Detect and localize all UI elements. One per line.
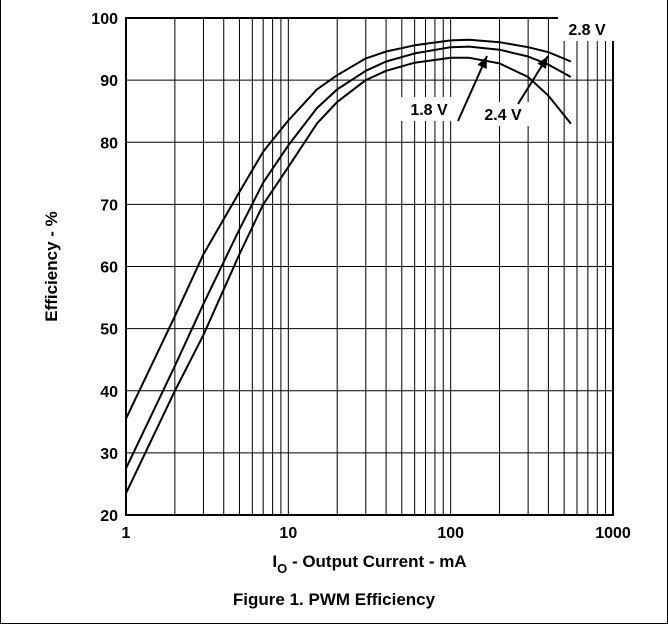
y-tick-label: 50 <box>100 322 118 339</box>
series-label-bg <box>558 17 616 41</box>
x-tick-label: 100 <box>437 525 464 542</box>
annotation-arrowhead <box>537 56 548 69</box>
annotation-arrowhead <box>477 56 487 69</box>
series-line <box>125 56 572 494</box>
x-axis-title: IO - Output Current - mA <box>272 552 466 576</box>
y-tick-label: 30 <box>100 446 118 463</box>
y-tick-label: 80 <box>100 135 118 152</box>
series-label-bg <box>474 102 532 126</box>
y-tick-label: 40 <box>100 384 118 401</box>
y-tick-label: 90 <box>100 73 118 90</box>
x-tick-label: 10 <box>279 525 297 542</box>
x-tick-label: 1000 <box>595 525 631 542</box>
series-label: 1.8 V <box>410 102 448 119</box>
plot-border <box>125 17 614 516</box>
series-label-bg <box>400 97 458 121</box>
y-tick-label: 60 <box>100 260 118 277</box>
y-tick-label: 100 <box>91 11 118 28</box>
y-tick-label: 20 <box>100 508 118 525</box>
series-label: 2.8 V <box>568 22 606 39</box>
x-tick-label: 1 <box>122 525 131 542</box>
series-label: 2.4 V <box>484 107 522 124</box>
y-tick-label: 70 <box>100 197 118 214</box>
figure-caption: Figure 1. PWM Efficiency <box>232 590 436 609</box>
series-line <box>125 45 572 469</box>
series-line <box>125 38 572 420</box>
y-axis-title: Efficiency - % <box>42 211 61 322</box>
